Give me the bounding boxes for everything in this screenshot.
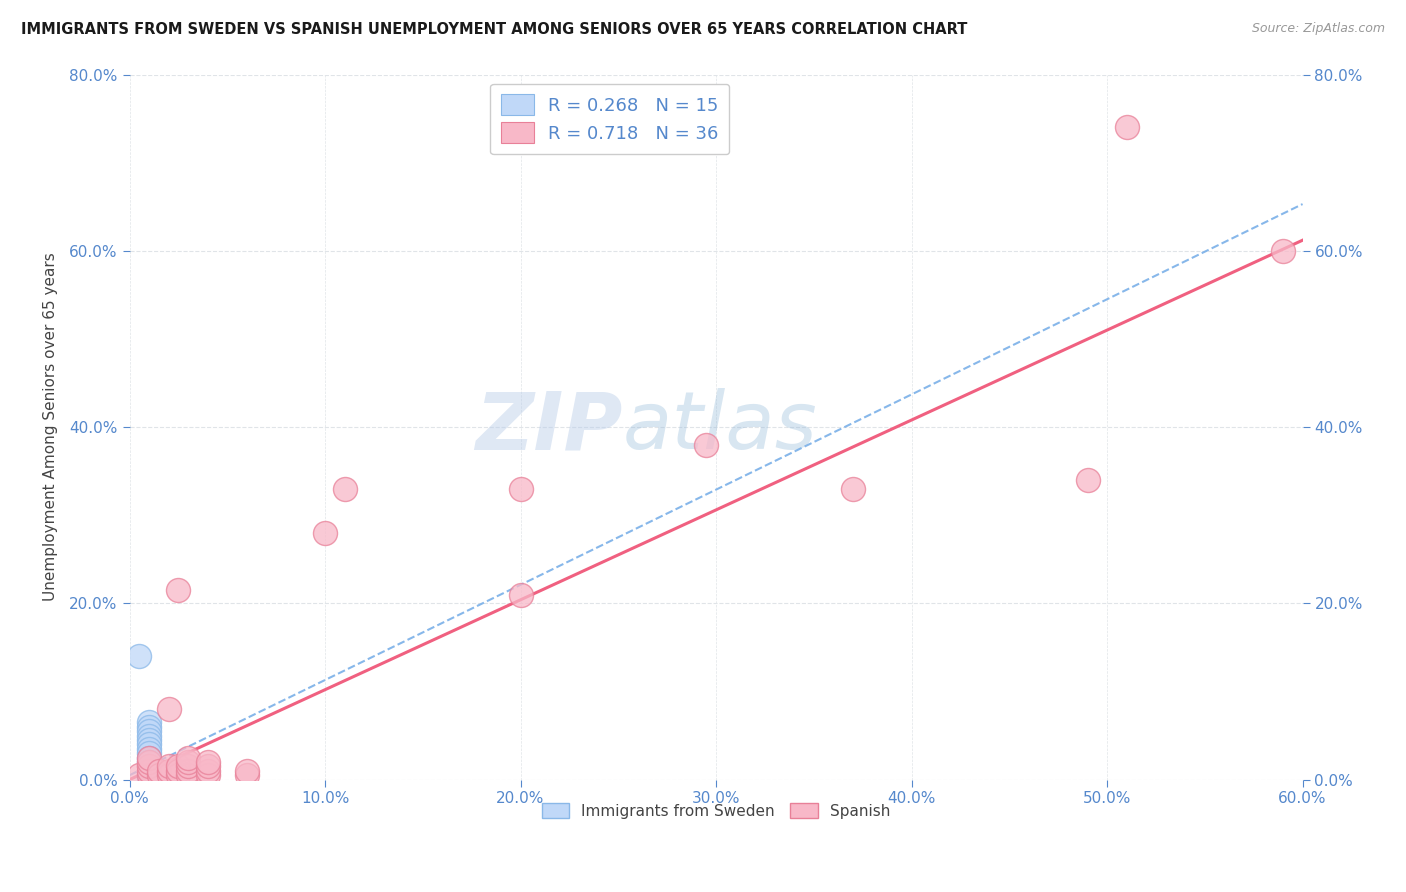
Point [509, 482, 531, 496]
Point [167, 583, 190, 598]
Text: Source: ZipAtlas.com: Source: ZipAtlas.com [1251, 22, 1385, 36]
Text: ZIP: ZIP [475, 388, 623, 466]
Point [197, 759, 219, 773]
Point [138, 724, 160, 739]
Point [197, 768, 219, 782]
Point [157, 768, 180, 782]
Point [1115, 120, 1137, 135]
Point [177, 764, 200, 778]
Point [138, 759, 160, 773]
Point [138, 741, 160, 756]
Point [138, 750, 160, 764]
Point [314, 525, 336, 540]
Point [128, 768, 150, 782]
Point [138, 771, 160, 785]
Point [177, 750, 200, 764]
Point [138, 768, 160, 782]
Point [177, 755, 200, 769]
Point [236, 768, 259, 782]
Point [167, 764, 190, 778]
Text: atlas: atlas [623, 388, 817, 466]
Y-axis label: Unemployment Among Seniors over 65 years: Unemployment Among Seniors over 65 years [44, 252, 58, 601]
Point [138, 755, 160, 769]
Point [167, 759, 190, 773]
Point [157, 764, 180, 778]
Point [236, 764, 259, 778]
Point [842, 482, 865, 496]
Point [138, 755, 160, 769]
Point [138, 764, 160, 778]
Point [197, 764, 219, 778]
Point [138, 746, 160, 760]
Point [148, 768, 170, 782]
Point [138, 768, 160, 782]
Point [1272, 244, 1295, 258]
Point [148, 764, 170, 778]
Point [157, 759, 180, 773]
Point [695, 438, 717, 452]
Point [138, 733, 160, 747]
Point [138, 759, 160, 773]
Point [138, 764, 160, 778]
Point [128, 649, 150, 664]
Point [177, 759, 200, 773]
Point [138, 715, 160, 730]
Legend: Immigrants from Sweden, Spanish: Immigrants from Sweden, Spanish [536, 797, 897, 825]
Point [157, 702, 180, 716]
Point [138, 720, 160, 734]
Point [333, 482, 356, 496]
Point [138, 737, 160, 751]
Point [138, 729, 160, 743]
Point [177, 768, 200, 782]
Point [509, 588, 531, 602]
Text: IMMIGRANTS FROM SWEDEN VS SPANISH UNEMPLOYMENT AMONG SENIORS OVER 65 YEARS CORRE: IMMIGRANTS FROM SWEDEN VS SPANISH UNEMPL… [21, 22, 967, 37]
Point [138, 750, 160, 764]
Point [197, 755, 219, 769]
Point [167, 768, 190, 782]
Point [1076, 473, 1098, 487]
